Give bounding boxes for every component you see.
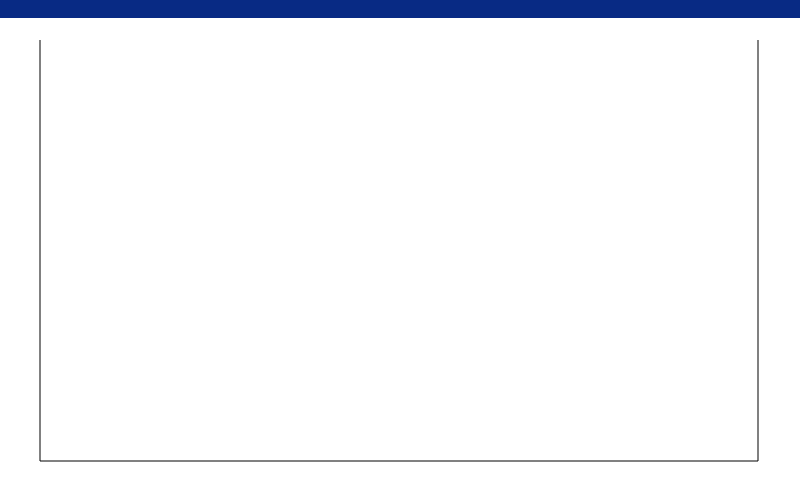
axes bbox=[39, 40, 759, 462]
title-bar bbox=[0, 0, 800, 18]
line-chart bbox=[39, 40, 759, 462]
chart-area bbox=[0, 18, 800, 500]
